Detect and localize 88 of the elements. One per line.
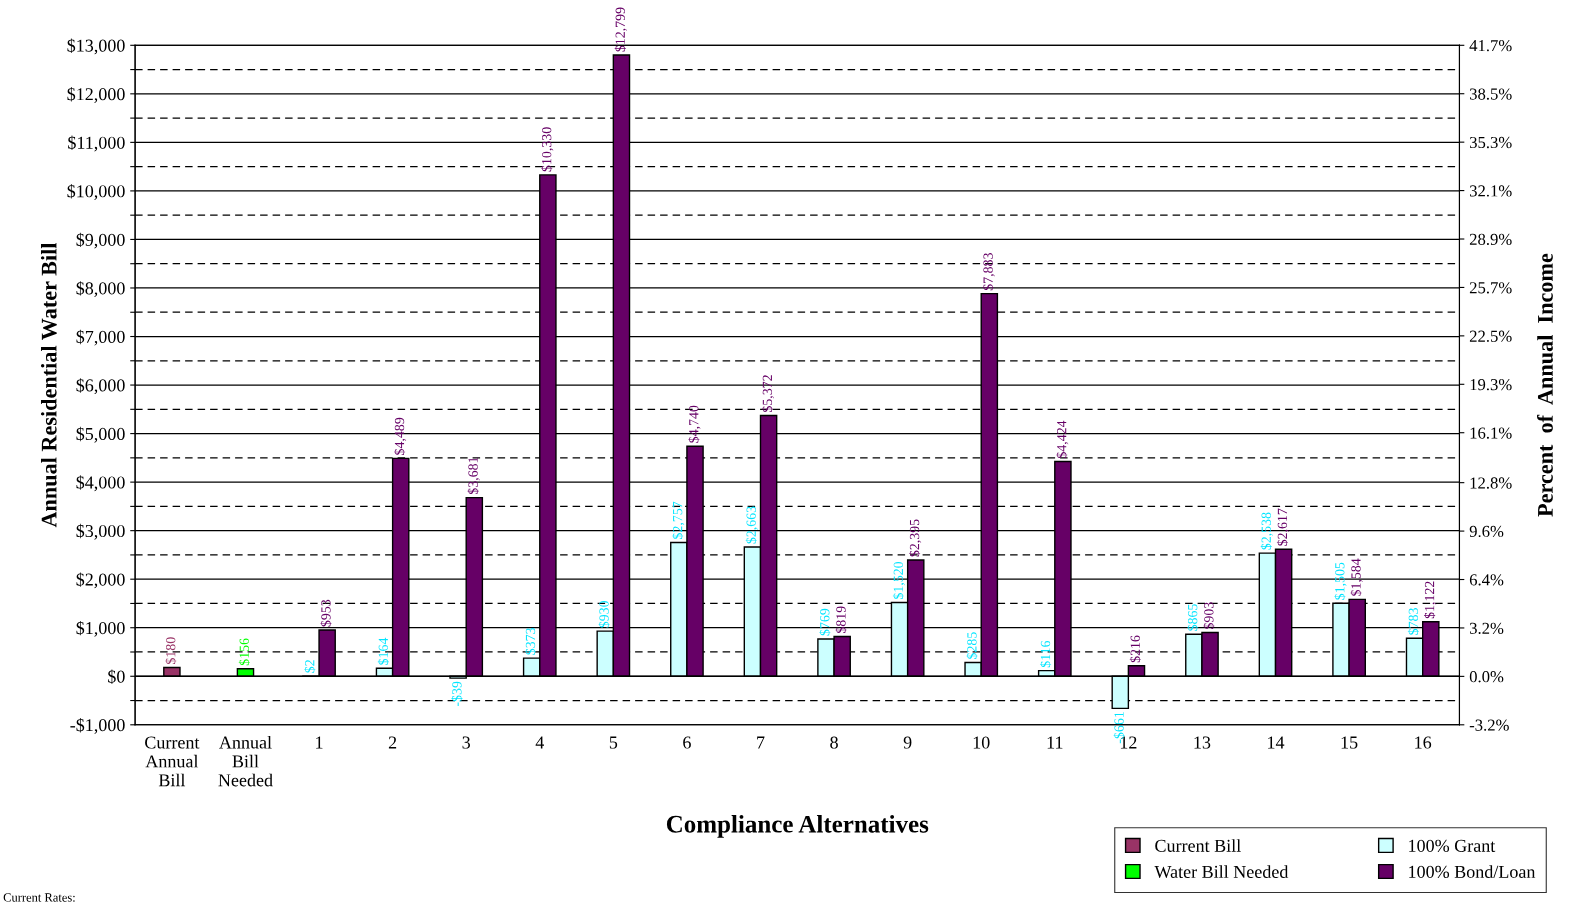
y-tick-label: $5,000 xyxy=(76,426,125,443)
data-label: $903 xyxy=(1203,602,1215,629)
data-label: $2,757 xyxy=(672,501,685,539)
y2-axis-title: Percent of Annual Income xyxy=(1537,253,1553,517)
x-axis-title: Compliance Alternatives xyxy=(666,815,929,838)
y2-tick-label: 16.1% xyxy=(1470,427,1512,439)
y2-tick-label: 3.2% xyxy=(1469,622,1504,634)
y2-tick-label: 41.7% xyxy=(1469,40,1512,52)
y-tick-label: $7,000 xyxy=(76,329,125,346)
data-label: $2,617 xyxy=(1276,508,1290,546)
y2-tick-label: 9.6% xyxy=(1469,525,1504,538)
x-tick-label: Current Annual Bill xyxy=(145,736,200,787)
legend-label: Current Bill xyxy=(1155,839,1241,852)
x-tick-label: 1 xyxy=(316,736,323,749)
data-label: $1,122 xyxy=(1424,581,1437,619)
x-tick-label: 10 xyxy=(973,736,990,749)
x-tick-label: 16 xyxy=(1415,736,1432,749)
data-label: $2 xyxy=(304,660,316,673)
data-label: $1,520 xyxy=(892,561,906,599)
y-tick-label: $6,000 xyxy=(76,378,125,395)
y-tick-label: $13,000 xyxy=(67,38,125,55)
data-label: $180 xyxy=(165,637,177,665)
x-tick-label: 2 xyxy=(388,736,397,749)
y-tick-label: $9,000 xyxy=(76,232,125,249)
text: Current Rates: xyxy=(3,893,75,902)
data-label: $930 xyxy=(598,600,610,628)
data-label: $12,799 xyxy=(614,7,627,52)
data-label: $285 xyxy=(966,632,978,659)
data-label: $7,883 xyxy=(982,253,995,291)
data-label: $5,372 xyxy=(761,375,775,413)
data-label: $2,663 xyxy=(745,506,758,544)
x-tick-label: 4 xyxy=(535,736,544,749)
data-label: $4,740 xyxy=(688,405,701,443)
y-tick-label: $10,000 xyxy=(67,184,125,200)
data-label: -$39 xyxy=(451,681,463,707)
y-tick-label: $11,000 xyxy=(68,135,125,152)
y-tick-label: $4,000 xyxy=(76,475,125,492)
y-tick-label: $0 xyxy=(108,669,125,684)
x-tick-label: 6 xyxy=(683,736,691,749)
y-tick-label: -$1,000 xyxy=(70,717,125,734)
x-tick-label: Annual Bill Needed xyxy=(218,735,273,787)
data-label: $373 xyxy=(524,628,537,655)
y2-tick-label: 12.8% xyxy=(1470,477,1512,489)
data-label: $3,681 xyxy=(467,457,480,495)
y2-tick-label: 6.4% xyxy=(1469,574,1504,586)
x-tick-label: 7 xyxy=(757,736,765,749)
y-tick-label: $8,000 xyxy=(76,281,125,298)
y2-tick-label: 38.5% xyxy=(1469,88,1512,100)
x-tick-label: 8 xyxy=(830,736,838,749)
x-tick-label: 14 xyxy=(1268,736,1285,749)
y2-tick-label: 0.0% xyxy=(1469,671,1504,683)
data-label: $1,505 xyxy=(1334,562,1347,600)
y-tick-label: $2,000 xyxy=(76,572,125,589)
data-label: $164 xyxy=(377,637,389,665)
x-tick-label: 5 xyxy=(609,736,618,749)
data-label: $2,395 xyxy=(909,519,922,557)
data-label: $156 xyxy=(238,638,250,666)
data-label: $819 xyxy=(835,606,847,633)
data-label: $216 xyxy=(1129,635,1141,663)
data-label: $4,489 xyxy=(394,417,407,455)
data-label: $4,424 xyxy=(1056,420,1069,459)
y2-tick-label: 25.7% xyxy=(1469,282,1512,294)
data-label: $953 xyxy=(320,599,332,627)
legend-label: Water Bill Needed xyxy=(1154,865,1289,879)
data-label: $1,584 xyxy=(1350,558,1363,596)
x-tick-label: 9 xyxy=(903,736,912,749)
y2-tick-label: 22.5% xyxy=(1469,330,1512,342)
data-label: $2,538 xyxy=(1260,512,1273,550)
x-tick-label: 15 xyxy=(1341,736,1358,749)
data-label: $116 xyxy=(1039,640,1052,668)
x-tick-label: 11 xyxy=(1047,736,1063,749)
y-tick-label: $1,000 xyxy=(76,620,125,637)
y2-tick-label: -3.2% xyxy=(1469,719,1509,731)
data-label: $783 xyxy=(1407,608,1419,635)
x-tick-label: 13 xyxy=(1194,736,1211,749)
y-tick-label: $3,000 xyxy=(76,523,125,540)
x-tick-label: 3 xyxy=(462,736,470,749)
data-label: $865 xyxy=(1187,604,1199,631)
y2-tick-label: 32.1% xyxy=(1469,185,1512,197)
data-label: $10,330 xyxy=(541,127,554,172)
y-axis-title: Annual Residential Water Bill xyxy=(40,242,57,528)
data-label: $769 xyxy=(819,608,831,636)
y2-tick-label: 35.3% xyxy=(1469,136,1512,149)
y2-tick-label: 19.3% xyxy=(1470,378,1512,391)
legend-label: 100% Bond/Loan xyxy=(1409,865,1536,878)
legend-label: 100% Grant xyxy=(1409,839,1496,852)
y2-tick-label: 28.9% xyxy=(1469,233,1512,246)
y-tick-label: $12,000 xyxy=(67,87,125,103)
